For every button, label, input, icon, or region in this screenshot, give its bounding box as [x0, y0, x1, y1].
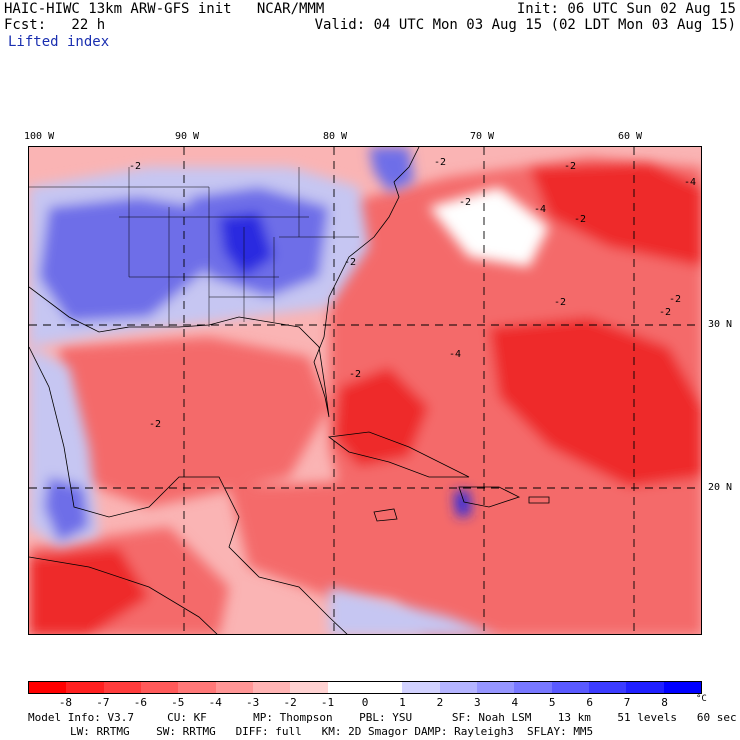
contour-label: -2 — [129, 161, 141, 172]
lon-label-70w: 70 W — [470, 131, 495, 142]
contour-label: -2 — [459, 197, 471, 208]
color-scale-tick-label: -1 — [320, 696, 335, 709]
color-scale-box — [551, 682, 589, 693]
contour-label: -2 — [344, 257, 356, 268]
color-scale-tick-label: -2 — [283, 696, 297, 709]
contour-label: -2 — [554, 297, 566, 308]
color-scale-tick-label: 0 — [361, 696, 369, 709]
new-england-positive-area — [369, 147, 414, 192]
lon-label-60w: 60 W — [618, 131, 643, 142]
forecast-hour: Fcst: 22 h — [4, 17, 106, 33]
color-scale-tick-label: 5 — [548, 696, 556, 709]
east-atlantic-strong-area — [489, 317, 701, 487]
puerto-rico-outline — [528, 496, 550, 504]
contour-label: -4 — [534, 204, 546, 215]
mexico-positive-area — [44, 477, 89, 542]
contour-label: -2 — [574, 214, 586, 225]
color-scale-box — [327, 682, 365, 693]
state-borders — [29, 167, 359, 327]
positive-field — [29, 147, 549, 634]
color-scale-tick-label: -8 — [58, 696, 73, 709]
color-scale-tick-label: 8 — [661, 696, 668, 709]
color-scale-box — [178, 682, 216, 693]
caribbean-positive-area — [329, 587, 494, 634]
negative-field — [29, 157, 701, 634]
color-scale-tick-label: -7 — [96, 696, 110, 709]
unit-label: °C — [696, 694, 707, 704]
color-scale-tick-label: 7 — [623, 696, 631, 709]
color-scale-box — [364, 682, 403, 693]
contour-label: -4 — [684, 177, 696, 188]
mexico-coastline — [29, 346, 348, 634]
model-info-line2: LW: RRTMG SW: RRTMG DIFF: full KM: 2D Sm… — [70, 725, 594, 738]
color-scale-tick-label: 1 — [399, 696, 406, 709]
coastlines-and-borders — [29, 147, 550, 634]
color-scale-tick-label: 2 — [436, 696, 444, 709]
gulf-negative-area — [59, 337, 329, 507]
model-title: HAIC-HIWC 13km ARW-GFS init NCAR/MMM — [4, 1, 325, 17]
northeast-strong-area — [529, 162, 701, 267]
contour-label: -2 — [669, 294, 681, 305]
contour-labels: -2 -2 -2 -4 -2 -2 -2 -4 -2 -2 -2 -2 -4 -… — [129, 157, 696, 430]
jamaica-outline — [373, 508, 398, 522]
valid-time: Valid: 04 UTC Mon 03 Aug 15 (02 LDT Mon … — [314, 17, 736, 33]
color-scale-tick-label: -3 — [246, 696, 260, 709]
lat-label-20n: 20 N — [708, 482, 733, 493]
color-scale-box — [290, 682, 328, 693]
model-info-line1: Model Info: V3.7 CU: KF MP: Thompson PBL… — [28, 711, 737, 724]
gulf-coastline — [29, 286, 330, 418]
lon-label-80w: 80 W — [323, 131, 348, 142]
color-scale-box — [29, 682, 67, 693]
contour-label: -2 — [659, 307, 671, 318]
color-scale-bar — [28, 681, 702, 694]
color-scale-box — [103, 682, 141, 693]
field-name: Lifted index — [8, 34, 110, 50]
color-scale-box — [66, 682, 104, 693]
color-scale-box — [514, 682, 552, 693]
color-scale-tick-label: 3 — [474, 696, 481, 709]
color-scale-box — [626, 682, 664, 693]
pacific-mexico-coastline — [29, 556, 218, 634]
contour-label: -2 — [149, 419, 161, 430]
color-scale-box — [215, 682, 253, 693]
color-scale-box — [402, 682, 440, 693]
contour-label: -2 — [564, 161, 576, 172]
color-scale-tick-label: -6 — [133, 696, 147, 709]
init-time: Init: 06 UTC Sun 02 Aug 15 — [516, 1, 736, 17]
color-scale-box — [663, 682, 701, 693]
color-scale-box — [140, 682, 179, 693]
graticule — [29, 147, 701, 634]
central-positive-area — [39, 197, 209, 322]
color-scale-tick-label: -4 — [208, 696, 222, 709]
color-scale-tick-label: -5 — [171, 696, 185, 709]
color-scale-tick-label: 4 — [511, 696, 519, 709]
bahamas-strong-area — [334, 367, 429, 467]
contour-label: -4 — [449, 349, 461, 360]
cuba-outline — [327, 431, 470, 478]
lifted-index-map: -2 -2 -2 -4 -2 -2 -2 -4 -2 -2 -2 -2 -4 -… — [28, 146, 702, 635]
contour-label: -2 — [434, 157, 446, 168]
hispaniola-outline — [458, 486, 521, 508]
lat-label-30n: 30 N — [708, 319, 733, 330]
atlantic-coastline — [323, 147, 420, 338]
hispaniola-positive-area — [454, 490, 471, 517]
color-scale-tick-label: 6 — [586, 696, 593, 709]
atlantic-neutral-band — [429, 187, 549, 267]
color-scale-box — [252, 682, 291, 693]
lon-label-100w: 100 W — [24, 131, 55, 142]
color-scale-box — [476, 682, 515, 693]
alabama-strong-positive-area — [219, 212, 274, 277]
caribbean-negative-area — [229, 477, 589, 607]
contour-label: -2 — [349, 369, 361, 380]
lon-label-90w: 90 W — [175, 131, 200, 142]
color-scale-box — [439, 682, 477, 693]
map-canvas: -2 -2 -2 -4 -2 -2 -2 -4 -2 -2 -2 -2 -4 -… — [29, 147, 701, 634]
southwest-strong-area — [29, 547, 149, 634]
color-scale-box — [588, 682, 627, 693]
